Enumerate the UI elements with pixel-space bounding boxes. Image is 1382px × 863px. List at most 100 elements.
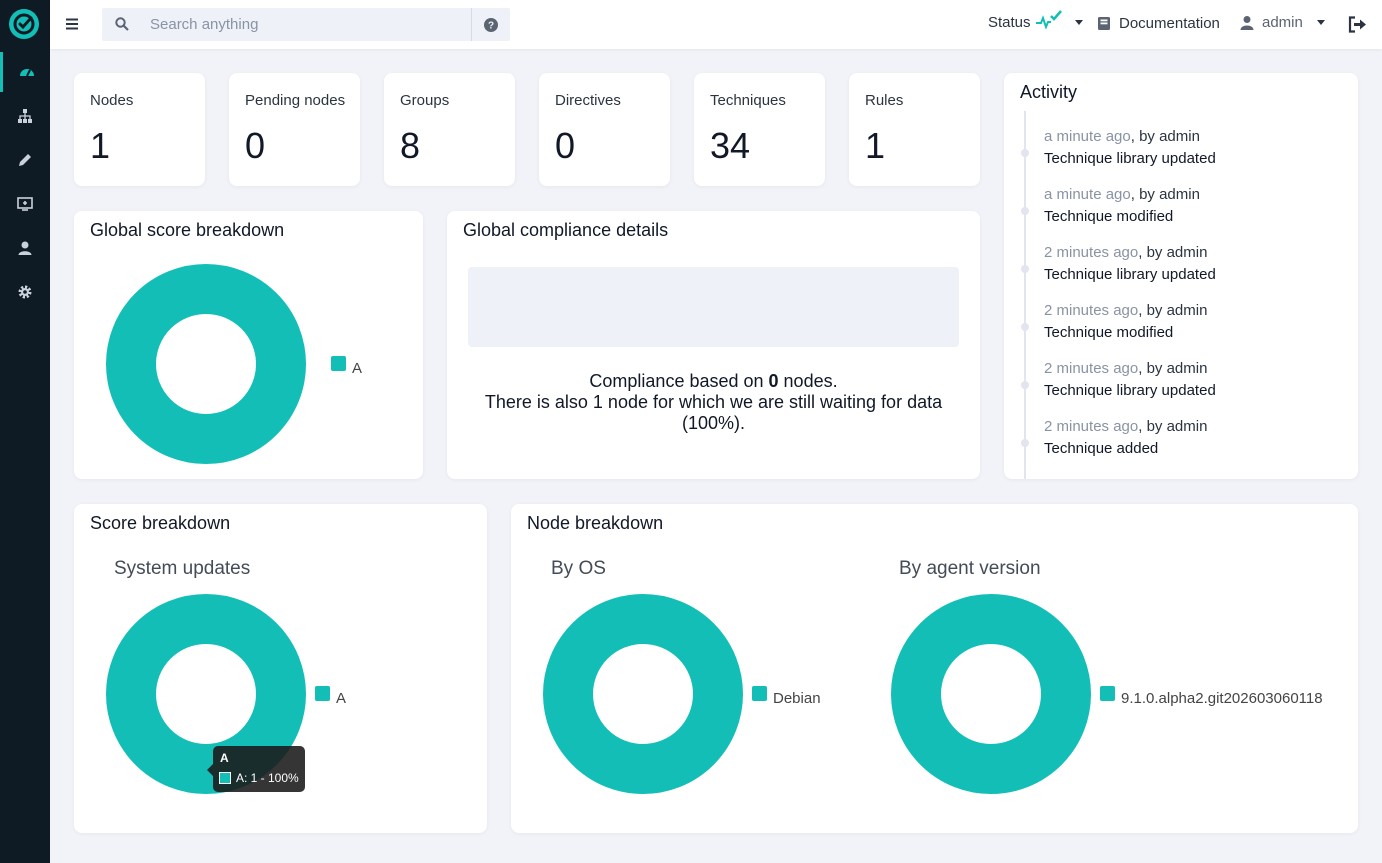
status-caret-icon (1074, 20, 1083, 25)
card-title: Score breakdown (90, 513, 231, 533)
sidebar-item-utilities[interactable] (0, 184, 50, 224)
pencil-icon (19, 154, 31, 166)
user-menu[interactable]: admin (1240, 14, 1325, 31)
user-label: admin (1262, 14, 1303, 31)
search-icon (115, 17, 129, 31)
activity-time: 2 minutes ago (1044, 418, 1139, 435)
tooltip-row: A: 1 - 100% (219, 771, 299, 785)
stat-card-pending-nodes[interactable]: Pending nodes 0 (229, 73, 360, 186)
activity-item[interactable]: 2 minutes ago, by admin Technique added (1044, 418, 1207, 457)
timeline-dot (1021, 323, 1029, 331)
donut-slice-agent-version[interactable] (891, 594, 1091, 794)
tooltip-value: A: 1 - 100% (236, 771, 299, 785)
stat-label: Nodes (90, 92, 134, 109)
user-icon (18, 241, 32, 255)
timeline-dot (1021, 439, 1029, 447)
stat-label: Techniques (710, 92, 786, 109)
activity-message: Technique library updated (1044, 150, 1216, 167)
user-caret-icon (1316, 20, 1325, 25)
stat-label: Directives (555, 92, 621, 109)
gear-icon (18, 285, 32, 299)
chart-subtitle: System updates (114, 558, 251, 579)
activity-message: Technique added (1044, 440, 1159, 457)
documentation-label: Documentation (1119, 15, 1220, 32)
activity-item[interactable]: 2 minutes ago, by admin Technique librar… (1044, 244, 1216, 283)
documentation-link[interactable]: Documentation (1097, 15, 1220, 32)
activity-message: Technique modified (1044, 208, 1174, 225)
stat-label: Rules (865, 92, 904, 109)
stat-card-rules[interactable]: Rules 1 (849, 73, 980, 186)
card-title: Global compliance details (463, 220, 669, 240)
book-icon (1098, 17, 1110, 30)
activity-author: , by admin (1138, 360, 1208, 377)
svg-text:?: ? (488, 20, 494, 31)
legend-swatch (1100, 686, 1115, 701)
tooltip-title: A (220, 751, 229, 765)
stat-card-nodes[interactable]: Nodes 1 (74, 73, 205, 186)
legend-label: Debian (773, 690, 821, 707)
compliance-text-post: nodes. (778, 371, 838, 391)
activity-time: a minute ago (1044, 128, 1131, 145)
card-title: Activity (1020, 82, 1078, 102)
stat-value: 0 (245, 125, 266, 166)
activity-author: , by admin (1138, 418, 1208, 435)
timeline-dot (1021, 265, 1029, 273)
activity-message: Technique modified (1044, 324, 1174, 341)
donut-slice-a[interactable] (106, 264, 306, 464)
activity-message: Technique library updated (1044, 382, 1216, 399)
stat-label: Groups (400, 92, 450, 109)
activity-item[interactable]: 2 minutes ago, by admin Technique librar… (1044, 360, 1216, 399)
sidebar-item-nodes[interactable] (0, 96, 50, 136)
activity-author: , by admin (1138, 244, 1208, 261)
activity-item[interactable]: a minute ago, by admin Technique modifie… (1044, 186, 1200, 225)
legend-item[interactable]: A (331, 356, 362, 377)
logout-icon[interactable] (1348, 16, 1367, 33)
search-help-button[interactable]: ? (471, 8, 510, 41)
sidebar-item-administration[interactable] (0, 228, 50, 268)
status-menu[interactable]: Status (988, 9, 1083, 31)
compliance-text-pre: Compliance based on (589, 371, 769, 391)
user-icon (1240, 16, 1254, 30)
legend-item[interactable]: 9.1.0.alpha2.git202603060118 (1100, 686, 1323, 707)
activity-time: a minute ago (1044, 186, 1131, 203)
card-title: Node breakdown (527, 513, 664, 533)
donut-slice-debian[interactable] (543, 594, 743, 794)
legend-item[interactable]: A (315, 686, 346, 707)
donut-slice-a[interactable] (106, 594, 306, 794)
timeline-dot (1021, 207, 1029, 215)
search-bar: ? (102, 8, 510, 41)
timeline-dot (1021, 381, 1029, 389)
activity-item[interactable]: 2 minutes ago, by admin Technique modifi… (1044, 302, 1207, 341)
card-title: Global score breakdown (90, 220, 285, 240)
sitemap-icon (18, 109, 32, 123)
compliance-bar (468, 267, 959, 347)
activity-author: , by admin (1138, 302, 1208, 319)
timeline-line (1024, 111, 1026, 479)
global-score-donut (106, 264, 306, 464)
activity-time: 2 minutes ago (1044, 302, 1139, 319)
sidebar-item-dashboard[interactable] (0, 52, 50, 92)
status-label: Status (988, 14, 1031, 31)
system-updates-donut (106, 594, 306, 794)
menu-toggle-icon[interactable] (64, 16, 80, 32)
stat-card-groups[interactable]: Groups 8 (384, 73, 515, 186)
sidebar (0, 0, 50, 863)
question-circle-icon: ? (484, 17, 498, 32)
rudder-logo[interactable] (8, 8, 40, 40)
stat-card-directives[interactable]: Directives 0 (539, 73, 670, 186)
stat-label: Pending nodes (245, 92, 346, 109)
stat-value: 0 (555, 125, 576, 166)
chart-tooltip: A A: 1 - 100% (213, 746, 305, 792)
sidebar-item-configuration[interactable] (0, 140, 50, 180)
legend-swatch (752, 686, 767, 701)
activity-time: 2 minutes ago (1044, 360, 1139, 377)
global-score-card: Global score breakdown A (74, 211, 423, 479)
sidebar-item-settings[interactable] (0, 272, 50, 312)
monitor-icon (17, 197, 33, 211)
legend-item[interactable]: Debian (752, 686, 821, 707)
compliance-summary: Compliance based on 0 nodes. There is al… (447, 371, 980, 434)
compliance-node-count: 0 (768, 371, 779, 391)
stat-card-techniques[interactable]: Techniques 34 (694, 73, 825, 186)
activity-item[interactable]: a minute ago, by admin Technique library… (1044, 128, 1216, 167)
search-input[interactable] (150, 8, 460, 41)
